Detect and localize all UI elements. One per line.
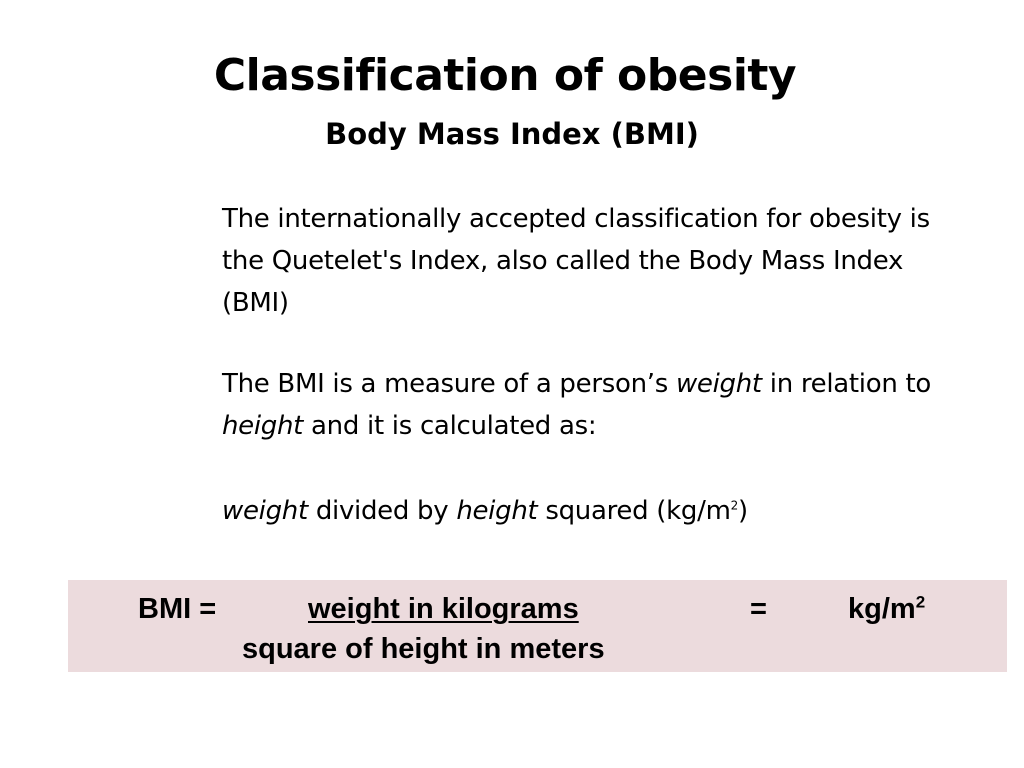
slide-subtitle: Body Mass Index (BMI) bbox=[325, 117, 699, 151]
intro-paragraph: The internationally accepted classificat… bbox=[222, 204, 930, 318]
weight-term: weight bbox=[222, 496, 308, 526]
calculation-text: divided by bbox=[307, 496, 457, 526]
formula-equals-sign: = bbox=[750, 593, 767, 625]
formula-numerator: weight in kilograms bbox=[308, 593, 579, 625]
calculation-paragraph: weight divided by height squared (kg/m2) bbox=[222, 490, 962, 532]
bmi-description-text: The BMI is a measure of a person’s bbox=[222, 369, 676, 399]
formula-denominator: square of height in meters bbox=[242, 633, 605, 665]
formula-unit-superscript: 2 bbox=[915, 592, 926, 612]
height-term: height bbox=[456, 496, 538, 526]
squared-superscript: 2 bbox=[730, 498, 739, 513]
weight-term: weight bbox=[675, 369, 762, 399]
formula-unit-text: kg/m bbox=[848, 593, 916, 625]
formula-bmi-label: BMI = bbox=[138, 593, 217, 625]
height-term: height bbox=[222, 411, 304, 441]
bmi-description-paragraph: The BMI is a measure of a person’s weigh… bbox=[222, 363, 962, 447]
calculation-text: squared (kg/m bbox=[537, 496, 731, 526]
calculation-text: ) bbox=[737, 496, 748, 526]
bmi-formula-box: BMI = weight in kilograms = kg/m2 square… bbox=[68, 580, 1007, 672]
slide-title: Classification of obesity bbox=[213, 50, 797, 101]
bmi-description-text: and it is calculated as: bbox=[303, 411, 597, 441]
bmi-description-text: in relation to bbox=[761, 369, 932, 399]
formula-result-unit: kg/m2 bbox=[848, 592, 925, 626]
